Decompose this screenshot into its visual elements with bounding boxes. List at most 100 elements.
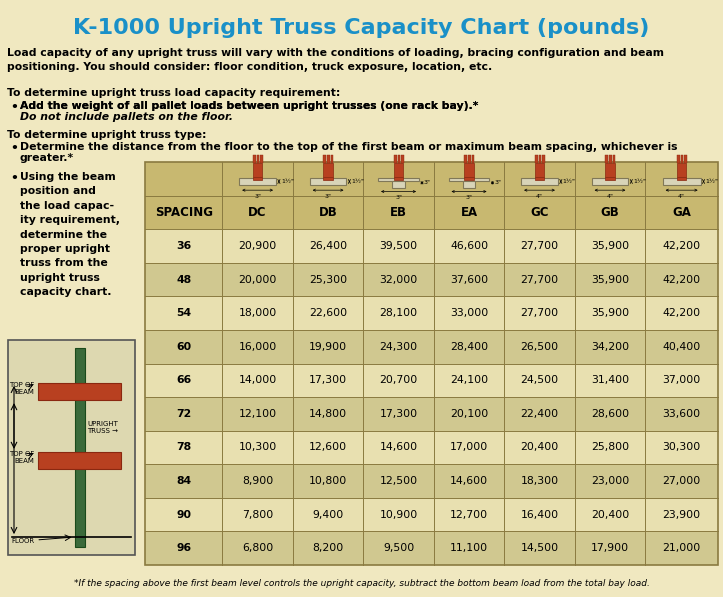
Text: Add the weight of all pallet loads between upright trusses (one rack bay).*: Add the weight of all pallet loads betwe…: [20, 101, 479, 111]
Bar: [609, 155, 612, 162]
Text: 7,800: 7,800: [242, 510, 273, 519]
Text: 35,900: 35,900: [591, 241, 629, 251]
Bar: [145, 330, 718, 364]
Text: GA: GA: [672, 206, 691, 219]
Bar: [605, 177, 615, 180]
Text: 4": 4": [536, 194, 543, 199]
Text: 10,300: 10,300: [239, 442, 277, 453]
Bar: [612, 155, 615, 162]
Text: 24,300: 24,300: [380, 341, 418, 352]
Text: 9,400: 9,400: [312, 510, 343, 519]
Text: 18,300: 18,300: [521, 476, 559, 486]
Bar: [521, 178, 558, 185]
Bar: [323, 177, 333, 180]
Text: 60: 60: [176, 341, 192, 352]
Bar: [253, 177, 262, 180]
Bar: [539, 155, 542, 162]
Text: 84: 84: [176, 476, 192, 486]
Bar: [331, 155, 333, 162]
Text: 1½": 1½": [351, 179, 364, 184]
Bar: [327, 155, 330, 162]
Bar: [145, 531, 718, 565]
Bar: [448, 178, 489, 181]
Text: 26,400: 26,400: [309, 241, 347, 251]
Bar: [535, 177, 544, 180]
Text: 14,600: 14,600: [380, 442, 418, 453]
Bar: [38, 383, 121, 400]
Text: 42,200: 42,200: [662, 275, 701, 285]
Bar: [145, 364, 718, 397]
Text: 32,000: 32,000: [380, 275, 418, 285]
Text: 96: 96: [176, 543, 192, 553]
Text: 37,000: 37,000: [662, 376, 701, 385]
Bar: [535, 155, 537, 162]
Bar: [145, 430, 718, 464]
Text: 72: 72: [176, 409, 192, 419]
Text: *If the spacing above the first beam level controls the upright capacity, subtra: *If the spacing above the first beam lev…: [74, 578, 649, 587]
Bar: [401, 155, 404, 162]
Text: 90: 90: [176, 510, 191, 519]
Text: Load capacity of any upright truss will vary with the conditions of loading, bra: Load capacity of any upright truss will …: [7, 48, 664, 72]
Text: DB: DB: [319, 206, 338, 219]
Text: Add the weight of all pallet loads between upright trusses (one rack bay).*: Add the weight of all pallet loads betwe…: [20, 101, 479, 111]
Text: 14,600: 14,600: [450, 476, 488, 486]
Text: 48: 48: [176, 275, 192, 285]
Text: 16,400: 16,400: [521, 510, 559, 519]
Text: 20,900: 20,900: [239, 241, 277, 251]
Text: 6,800: 6,800: [242, 543, 273, 553]
Text: 3": 3": [466, 195, 473, 199]
Text: 17,300: 17,300: [309, 376, 347, 385]
Text: K-1000 Upright Truss Capacity Chart (pounds): K-1000 Upright Truss Capacity Chart (pou…: [73, 18, 650, 38]
Text: 24,100: 24,100: [450, 376, 488, 385]
Text: 20,700: 20,700: [380, 376, 418, 385]
Bar: [378, 178, 419, 181]
Text: 36: 36: [176, 241, 192, 251]
Text: •: •: [10, 142, 18, 155]
Text: 27,700: 27,700: [521, 241, 559, 251]
Bar: [145, 464, 718, 498]
Bar: [323, 162, 333, 177]
Text: 17,900: 17,900: [591, 543, 629, 553]
Bar: [463, 181, 476, 187]
Text: 10,900: 10,900: [380, 510, 418, 519]
Text: 12,100: 12,100: [239, 409, 277, 419]
Bar: [309, 178, 346, 185]
Bar: [677, 162, 686, 177]
Text: 14,800: 14,800: [309, 409, 347, 419]
Text: GC: GC: [530, 206, 549, 219]
Text: Do not include pallets on the floor.: Do not include pallets on the floor.: [20, 112, 233, 122]
Text: 20,400: 20,400: [521, 442, 559, 453]
Text: Using the beam
position and
the load capac-
ity requirement,
determine the
prope: Using the beam position and the load cap…: [20, 172, 120, 297]
Text: 20,400: 20,400: [591, 510, 629, 519]
Text: 3": 3": [254, 194, 261, 199]
Text: 1½": 1½": [706, 179, 719, 184]
Bar: [394, 177, 403, 180]
Bar: [145, 498, 718, 531]
Bar: [8, 340, 135, 555]
Bar: [394, 155, 397, 162]
Text: 1½": 1½": [633, 179, 646, 184]
Text: 46,600: 46,600: [450, 241, 488, 251]
Text: 20,000: 20,000: [239, 275, 277, 285]
Text: 3": 3": [495, 180, 502, 185]
Text: 31,400: 31,400: [591, 376, 629, 385]
Bar: [253, 162, 262, 177]
Bar: [145, 397, 718, 430]
Bar: [677, 155, 680, 162]
Text: 42,200: 42,200: [662, 308, 701, 318]
Text: To determine upright truss type:: To determine upright truss type:: [7, 130, 207, 140]
Text: UPRIGHT
TRUSS →: UPRIGHT TRUSS →: [87, 421, 119, 434]
Text: 9,500: 9,500: [383, 543, 414, 553]
Text: 10,800: 10,800: [309, 476, 347, 486]
Bar: [145, 196, 718, 229]
Text: 21,000: 21,000: [662, 543, 701, 553]
Text: 19,900: 19,900: [309, 341, 347, 352]
Bar: [464, 177, 474, 180]
Bar: [257, 155, 260, 162]
Text: 28,600: 28,600: [591, 409, 629, 419]
Text: 12,500: 12,500: [380, 476, 418, 486]
Bar: [74, 348, 85, 547]
Text: 39,500: 39,500: [380, 241, 418, 251]
Bar: [145, 263, 718, 296]
Text: EA: EA: [461, 206, 478, 219]
